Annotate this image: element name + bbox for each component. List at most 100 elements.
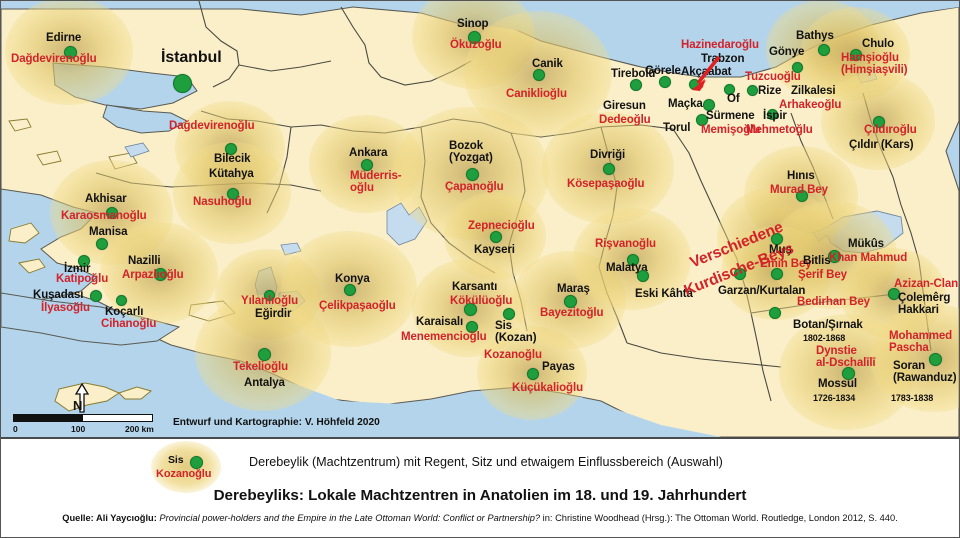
place-marker[interactable]: [818, 44, 830, 56]
city-label: Ankara: [349, 147, 388, 159]
regent-label: Memişoğlu: [701, 124, 761, 136]
place-marker[interactable]: [503, 308, 515, 320]
place-marker[interactable]: [771, 268, 783, 280]
place-marker[interactable]: [490, 231, 502, 243]
place-marker[interactable]: [637, 270, 649, 282]
years-label: 1783-1838: [891, 393, 934, 403]
city-label: Trabzon: [701, 53, 745, 65]
regent-label: Dağdevirenoğlu: [169, 120, 255, 132]
city-label: Sis (Kozan): [495, 320, 537, 344]
place-marker[interactable]: [688, 78, 700, 90]
place-marker[interactable]: [227, 188, 239, 200]
place-marker[interactable]: [603, 163, 615, 175]
regent-label: Çapanoğlu: [445, 181, 504, 193]
city-label: Chulo: [862, 38, 895, 50]
place-marker[interactable]: [344, 284, 356, 296]
place-marker[interactable]: [257, 347, 271, 361]
city-label: Muş: [769, 244, 792, 256]
city-label: Torul: [663, 122, 691, 134]
place-marker[interactable]: [106, 207, 118, 219]
place-marker[interactable]: [172, 73, 192, 93]
place-marker[interactable]: [78, 255, 90, 267]
regent-label: Nasuhoğlu: [193, 196, 252, 208]
place-marker[interactable]: [791, 61, 803, 73]
city-label: Tirebolu: [611, 68, 656, 80]
place-marker[interactable]: [723, 83, 735, 95]
map-title: Derebeyliks: Lokale Machtzentren in Anat…: [213, 487, 747, 504]
place-marker[interactable]: [90, 290, 102, 302]
city-label: Akhisar: [85, 193, 127, 205]
regent-label: Tekelioğlu: [233, 361, 289, 373]
years-label: 1726-1834: [813, 393, 856, 403]
source-suffix: in: Christine Woodhead (Hrsg.): The Otto…: [542, 513, 898, 523]
city-label: Soran (Rawanduz): [893, 360, 957, 384]
place-marker[interactable]: [153, 267, 167, 281]
place-marker[interactable]: [627, 254, 639, 266]
place-marker[interactable]: [928, 352, 942, 366]
legend-sample-regent: Kozanoğlu: [156, 468, 212, 480]
place-marker[interactable]: [766, 108, 778, 120]
regent-label: Caniklioğlu: [506, 88, 567, 100]
city-label: Maraş: [557, 283, 590, 295]
place-marker[interactable]: [463, 302, 477, 316]
place-marker[interactable]: [696, 114, 708, 126]
place-marker[interactable]: [769, 307, 781, 319]
place-marker[interactable]: [225, 143, 237, 155]
legend-marker-dot: [190, 456, 203, 469]
place-marker[interactable]: [827, 249, 841, 263]
place-marker[interactable]: [841, 366, 855, 380]
city-label: Bozok (Yozgat): [449, 140, 493, 164]
city-label: Garzan/Kurtalan: [718, 285, 806, 297]
place-marker[interactable]: [466, 321, 478, 333]
scale-tick-100: 100: [71, 424, 86, 434]
place-marker[interactable]: [96, 238, 108, 250]
city-label: Hınıs: [787, 170, 815, 182]
place-marker[interactable]: [659, 76, 671, 88]
city-label: Sürmene: [706, 110, 755, 122]
city-label: Edirne: [46, 32, 82, 44]
place-marker[interactable]: [888, 288, 900, 300]
place-marker[interactable]: [563, 294, 577, 308]
regent-label: Khan Mahmud: [829, 252, 908, 264]
source-citation: Quelle: Ali Yaycıoğlu: Provincial power-…: [1, 513, 959, 523]
place-marker[interactable]: [703, 99, 715, 111]
regent-label: Yılanlıoğlu: [241, 295, 299, 307]
city-label: Görele: [645, 65, 681, 77]
place-marker[interactable]: [115, 294, 127, 306]
place-marker[interactable]: [467, 30, 481, 44]
place-marker[interactable]: [533, 69, 545, 81]
city-label: Çıldır (Kars): [849, 139, 914, 151]
city-label: Gönye: [769, 46, 805, 58]
regent-label: Tuzcuoğlu: [745, 71, 801, 83]
north-arrow-icon: [74, 382, 90, 413]
place-marker[interactable]: [630, 79, 642, 91]
place-marker[interactable]: [527, 368, 539, 380]
regent-label: Murad Bey: [770, 184, 828, 196]
regent-label: Cihanoğlu: [101, 318, 157, 330]
city-label: Mossul: [818, 378, 858, 390]
place-marker[interactable]: [263, 289, 275, 301]
place-marker[interactable]: [771, 233, 783, 245]
cartography-credit: Entwurf und Kartographie: V. Höhfeld 202…: [173, 417, 380, 428]
place-marker[interactable]: [796, 190, 808, 202]
place-marker[interactable]: [465, 167, 479, 181]
place-marker[interactable]: [63, 45, 77, 59]
city-label: Malatya: [606, 262, 648, 274]
place-marker[interactable]: [734, 268, 746, 280]
city-label: Rize: [758, 85, 782, 97]
city-label: Divriği: [590, 149, 626, 161]
source-prefix: Quelle: Ali Yaycıoğlu:: [62, 513, 157, 523]
city-label: Zilkalesi: [791, 85, 836, 97]
city-label: Botan/Şırnak: [793, 319, 863, 331]
regent-label: Emin Bey: [760, 258, 812, 270]
regent-label: Menemencioğlu: [401, 331, 487, 343]
place-marker[interactable]: [746, 84, 758, 96]
legend-description: Derebeylik (Machtzentrum) mit Regent, Si…: [249, 455, 723, 469]
city-label: Bilecik: [214, 153, 251, 165]
regent-label: Mehmetoğlu: [746, 124, 813, 136]
regent-label: Kökülüoğlu: [450, 295, 513, 307]
place-marker[interactable]: [361, 159, 373, 171]
place-marker[interactable]: [873, 116, 885, 128]
place-marker[interactable]: [850, 49, 862, 61]
scale-tick-0: 0: [13, 424, 18, 434]
